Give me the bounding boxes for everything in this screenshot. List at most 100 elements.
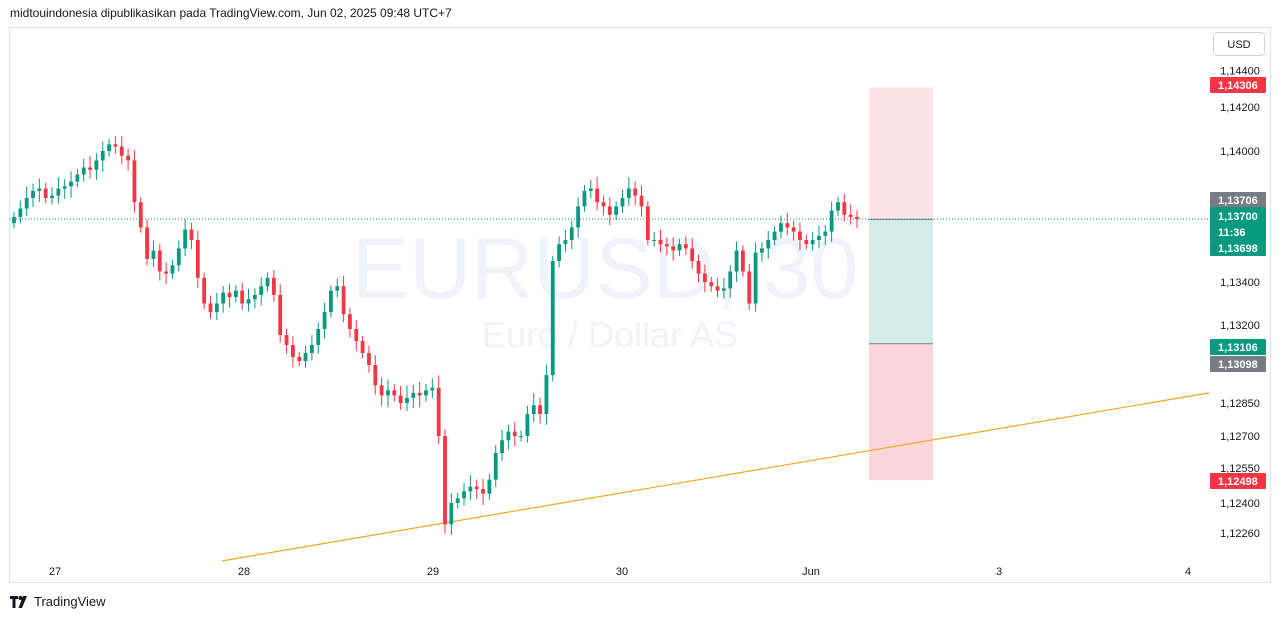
candle — [265, 272, 270, 292]
candle — [227, 283, 232, 308]
tradingview-logo-icon — [10, 595, 27, 608]
candle — [221, 286, 226, 313]
candle — [157, 243, 162, 281]
currency-button[interactable]: USD — [1213, 32, 1265, 56]
candle — [734, 241, 739, 282]
price-axis[interactable]: 1,144001,142001,140001,138001,134001,132… — [1220, 65, 1260, 540]
candle — [271, 270, 276, 302]
candle — [335, 278, 340, 298]
watermark-symbol: EURUSD, 30 — [352, 221, 859, 317]
candle — [202, 272, 207, 309]
candle — [702, 264, 707, 293]
candle — [303, 345, 308, 368]
candle — [126, 148, 130, 171]
countdown-tag: 11:36 — [1210, 224, 1266, 240]
candle — [468, 475, 473, 500]
brand-name: TradingView — [34, 594, 106, 609]
candle — [18, 200, 23, 224]
position-zones[interactable] — [869, 87, 933, 481]
target-zone[interactable] — [869, 219, 933, 344]
x-tick-label: 29 — [427, 566, 439, 578]
watermark-name: Euro / Dollar AS — [482, 314, 738, 355]
candle — [424, 384, 428, 402]
trendline-layer[interactable] — [221, 392, 1210, 562]
tradingview-brand[interactable]: TradingView — [10, 594, 106, 609]
countdown-label: 11:36 — [1218, 227, 1246, 239]
candle — [525, 405, 530, 443]
candle — [671, 237, 676, 261]
candle — [246, 288, 251, 312]
y-tick-label: 1,14200 — [1220, 102, 1260, 114]
candle — [75, 168, 80, 188]
candle — [519, 430, 523, 442]
candle — [373, 355, 378, 395]
y-tick-label: 1,14400 — [1220, 65, 1260, 77]
candle — [240, 282, 245, 311]
y-tick-label: 1,12550 — [1220, 463, 1260, 475]
candle — [550, 255, 555, 382]
candle — [817, 225, 821, 248]
candle — [290, 336, 295, 368]
candle — [310, 335, 314, 361]
candle — [588, 179, 593, 199]
candle — [576, 197, 581, 238]
candle — [620, 189, 625, 213]
candle — [601, 195, 606, 216]
svg-text:1,13098: 1,13098 — [1218, 359, 1258, 371]
candle — [772, 226, 777, 246]
candle — [785, 212, 790, 236]
candle — [329, 285, 333, 318]
candle — [455, 492, 460, 509]
candle — [639, 185, 644, 217]
candle — [791, 220, 796, 241]
candle — [633, 181, 638, 205]
candle — [208, 295, 213, 319]
candle — [449, 492, 454, 535]
candle — [696, 254, 701, 283]
stop-zone[interactable] — [869, 87, 933, 220]
candle — [348, 307, 352, 338]
y-tick-label: 1,14000 — [1220, 146, 1260, 158]
candle — [367, 345, 371, 373]
candle — [405, 385, 409, 412]
candle — [531, 393, 536, 423]
y-tick-label: 1,12700 — [1220, 431, 1260, 443]
price-tag-last: 1,13700 — [1210, 207, 1266, 225]
candle — [626, 177, 631, 206]
chart-frame — [9, 27, 1271, 583]
candle — [709, 276, 714, 292]
publish-caption: midtouindonesia dipublikasikan pada Trad… — [10, 6, 452, 20]
candle — [715, 278, 720, 298]
candle — [189, 222, 194, 250]
candle — [645, 201, 650, 246]
candle — [506, 424, 511, 450]
svg-text:1,13698: 1,13698 — [1218, 243, 1258, 255]
candle — [411, 385, 416, 409]
candle — [493, 445, 498, 487]
svg-text:1,14306: 1,14306 — [1218, 80, 1258, 92]
candle — [322, 302, 327, 339]
candle — [607, 197, 612, 226]
candle — [569, 220, 574, 250]
candle — [12, 211, 16, 229]
candle — [658, 229, 663, 252]
extended-stop-zone[interactable] — [869, 343, 933, 481]
svg-text:1,13106: 1,13106 — [1218, 342, 1258, 354]
candle — [500, 429, 504, 461]
price-tag-stop: 1,12498 — [1210, 473, 1266, 489]
candle — [779, 215, 783, 239]
candle — [132, 150, 137, 213]
candle — [100, 141, 105, 172]
candle — [798, 222, 802, 251]
candle — [512, 422, 517, 447]
candle — [417, 381, 422, 408]
candle — [595, 177, 600, 210]
trendline[interactable] — [221, 392, 1210, 562]
candle — [652, 232, 657, 247]
price-tag-neutral: 1,13706 — [1210, 192, 1266, 208]
time-axis[interactable]: 27 28 29 30 Jun 3 4 — [49, 566, 1191, 578]
candle — [538, 397, 542, 424]
candle — [170, 259, 175, 279]
candle — [81, 158, 86, 182]
